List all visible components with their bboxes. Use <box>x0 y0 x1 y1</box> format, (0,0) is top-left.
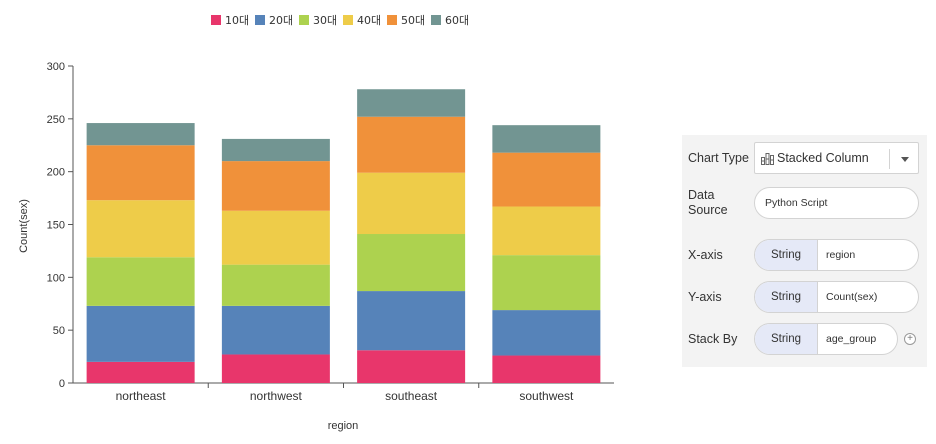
stack-by-label: Stack By <box>688 332 738 346</box>
legend-swatch <box>255 15 265 25</box>
bar-segment-southeast-60대 <box>357 89 466 117</box>
legend-item-30대[interactable]: 30대 <box>299 14 337 27</box>
chart-type-select[interactable]: Stacked Column <box>754 142 919 174</box>
x-axis-label: X-axis <box>688 248 723 262</box>
bar-segment-northeast-60대 <box>86 123 195 146</box>
bar-segment-northeast-50대 <box>86 145 195 201</box>
x-axis-value: region <box>826 249 856 261</box>
legend-item-10대[interactable]: 10대 <box>211 14 249 27</box>
y-tick-label: 50 <box>53 325 65 337</box>
stacked-column-chart: 10대 20대 30대 40대 50대 60대 0 50 100 150 200 250 300 nor… <box>18 14 614 432</box>
chart-legend: 10대 20대 30대 40대 50대 60대 <box>211 14 469 27</box>
y-axis-field[interactable]: String Count(sex) <box>754 281 919 313</box>
y-axis-value: Count(sex) <box>826 291 878 303</box>
legend-label: 10대 <box>225 14 249 27</box>
bar-segment-northwest-50대 <box>221 161 330 211</box>
legend-swatch <box>431 15 441 25</box>
y-tick-label: 200 <box>47 167 65 179</box>
chart-axes: 0 50 100 150 200 250 300 northeast northwest sout… <box>47 61 614 403</box>
x-tick-label: northwest <box>250 389 303 403</box>
legend-item-20대[interactable]: 20대 <box>255 14 293 27</box>
y-axis-label: Y-axis <box>688 290 722 304</box>
y-tick-label: 100 <box>47 272 65 284</box>
bar-segment-northwest-30대 <box>221 264 330 306</box>
bar-segment-northeast-40대 <box>86 200 195 258</box>
x-tick-label: southeast <box>385 389 438 403</box>
x-tick-label: northeast <box>116 389 167 403</box>
legend-item-60대[interactable]: 60대 <box>431 14 469 27</box>
legend-label: 20대 <box>269 14 293 27</box>
chart-type-value: Stacked Column <box>777 151 869 165</box>
stack-by-type-chip[interactable]: String <box>755 324 818 354</box>
legend-label: 50대 <box>401 14 425 27</box>
stacked-column-icon <box>761 153 774 165</box>
legend-swatch <box>387 15 397 25</box>
bar-segment-northwest-40대 <box>221 210 330 265</box>
bar-segment-southeast-50대 <box>357 116 466 173</box>
select-divider <box>889 149 890 169</box>
bar-segment-southeast-40대 <box>357 172 466 235</box>
x-axis-type-chip[interactable]: String <box>755 240 818 270</box>
bar-segment-northwest-10대 <box>221 354 330 383</box>
y-tick-label: 150 <box>47 220 65 232</box>
bar-segment-southwest-40대 <box>492 206 601 256</box>
y-axis-type-chip[interactable]: String <box>755 282 818 312</box>
bar-segment-southeast-10대 <box>357 350 466 383</box>
legend-item-40대[interactable]: 40대 <box>343 14 381 27</box>
y-tick-label: 0 <box>59 378 65 390</box>
bar-segment-southwest-30대 <box>492 255 601 311</box>
x-tick-label: southwest <box>519 389 574 403</box>
bar-segment-southwest-10대 <box>492 355 601 383</box>
y-tick-label: 250 <box>47 114 65 126</box>
bar-segment-northeast-20대 <box>86 305 195 362</box>
data-source-label: Data Source <box>688 188 728 217</box>
bar-segment-northeast-10대 <box>86 361 195 383</box>
stack-by-value: age_group <box>826 333 877 345</box>
bar-segment-southwest-20대 <box>492 310 601 356</box>
chart-type-label: Chart Type <box>688 151 749 165</box>
y-axis-title: Count(sex) <box>18 199 30 253</box>
bar-segment-northeast-30대 <box>86 257 195 306</box>
legend-swatch <box>211 15 221 25</box>
plus-circle-icon[interactable]: + <box>904 333 916 345</box>
legend-swatch <box>343 15 353 25</box>
legend-label: 60대 <box>445 14 469 27</box>
bar-segment-southwest-50대 <box>492 152 601 207</box>
chart-bars <box>86 89 601 383</box>
legend-item-50대[interactable]: 50대 <box>387 14 425 27</box>
bar-segment-northwest-60대 <box>221 138 330 162</box>
chart-settings-panel: Chart Type Stacked Column Data Source Py… <box>682 135 927 367</box>
legend-label: 30대 <box>313 14 337 27</box>
legend-label: 40대 <box>357 14 381 27</box>
y-tick-label: 300 <box>47 61 65 73</box>
chevron-down-icon[interactable] <box>901 157 909 162</box>
legend-swatch <box>299 15 309 25</box>
x-axis-title: region <box>328 420 359 432</box>
x-axis-field[interactable]: String region <box>754 239 919 271</box>
bar-segment-southeast-20대 <box>357 291 466 351</box>
bar-segment-southeast-30대 <box>357 234 466 292</box>
stack-by-field[interactable]: String age_group <box>754 323 898 355</box>
data-source-field[interactable]: Python Script <box>754 187 919 219</box>
bar-segment-northwest-20대 <box>221 305 330 355</box>
bar-segment-southwest-60대 <box>492 125 601 153</box>
data-source-value: Python Script <box>765 197 828 209</box>
